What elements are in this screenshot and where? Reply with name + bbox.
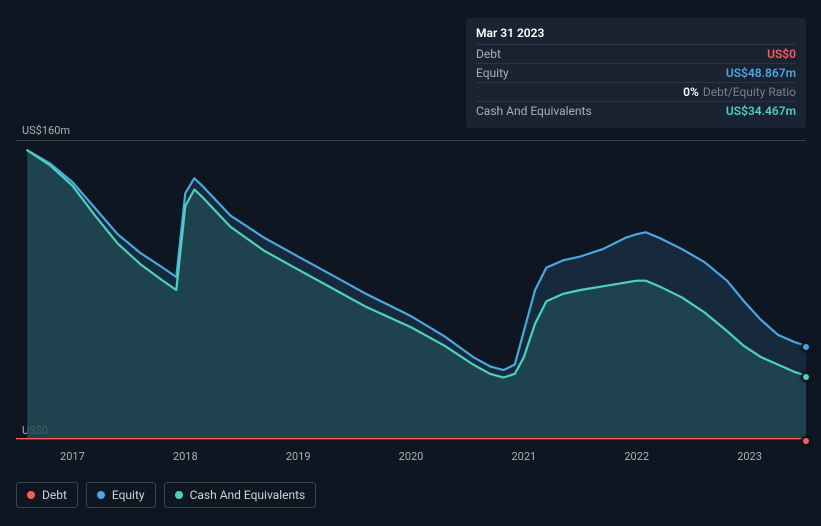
tooltip-label: Debt bbox=[476, 47, 501, 61]
legend-item-equity[interactable]: Equity bbox=[86, 482, 156, 508]
x-tick-label: 2018 bbox=[173, 450, 198, 463]
x-tick-label: 2020 bbox=[399, 450, 424, 463]
chart-svg bbox=[16, 141, 806, 439]
tooltip-label: Equity bbox=[476, 66, 509, 80]
tooltip-value-cash: US$34.467m bbox=[726, 104, 796, 118]
tooltip-row-cash: Cash And Equivalents US$34.467m bbox=[476, 101, 796, 120]
x-axis: 2017 2018 2019 2020 2021 2022 2023 bbox=[16, 450, 806, 466]
tooltip-date: Mar 31 2023 bbox=[476, 26, 796, 44]
tooltip-ratio-pct: 0% bbox=[683, 85, 699, 99]
x-tick-label: 2021 bbox=[511, 450, 536, 463]
legend-label: Cash And Equivalents bbox=[190, 488, 306, 502]
tooltip-row-ratio: 0% Debt/Equity Ratio bbox=[476, 82, 796, 101]
legend-item-debt[interactable]: Debt bbox=[16, 482, 78, 508]
y-axis-max-label: US$160m bbox=[22, 124, 70, 137]
endpoint-dot-equity bbox=[801, 342, 811, 352]
legend-label: Equity bbox=[112, 488, 145, 502]
x-tick-label: 2023 bbox=[737, 450, 762, 463]
x-tick-label: 2019 bbox=[286, 450, 311, 463]
tooltip-row-equity: Equity US$48.867m bbox=[476, 63, 796, 82]
x-tick-label: 2017 bbox=[60, 450, 85, 463]
legend-label: Debt bbox=[42, 488, 67, 502]
tooltip-value-equity: US$48.867m bbox=[726, 66, 796, 80]
legend-dot-icon bbox=[27, 491, 35, 499]
endpoint-dot-cash bbox=[801, 372, 811, 382]
tooltip-label: Cash And Equivalents bbox=[476, 104, 592, 118]
legend-dot-icon bbox=[175, 491, 183, 499]
tooltip-value-debt: US$0 bbox=[767, 47, 796, 61]
tooltip-row-debt: Debt US$0 bbox=[476, 44, 796, 63]
endpoint-dot-debt bbox=[801, 436, 811, 446]
chart-plot-area bbox=[16, 140, 806, 440]
tooltip-ratio: 0% Debt/Equity Ratio bbox=[683, 85, 796, 99]
x-tick-label: 2022 bbox=[624, 450, 649, 463]
tooltip-ratio-label: Debt/Equity Ratio bbox=[703, 85, 796, 99]
legend-item-cash[interactable]: Cash And Equivalents bbox=[164, 482, 317, 508]
chart-legend: Debt Equity Cash And Equivalents bbox=[16, 482, 316, 508]
legend-dot-icon bbox=[97, 491, 105, 499]
chart-tooltip: Mar 31 2023 Debt US$0 Equity US$48.867m … bbox=[466, 18, 806, 128]
